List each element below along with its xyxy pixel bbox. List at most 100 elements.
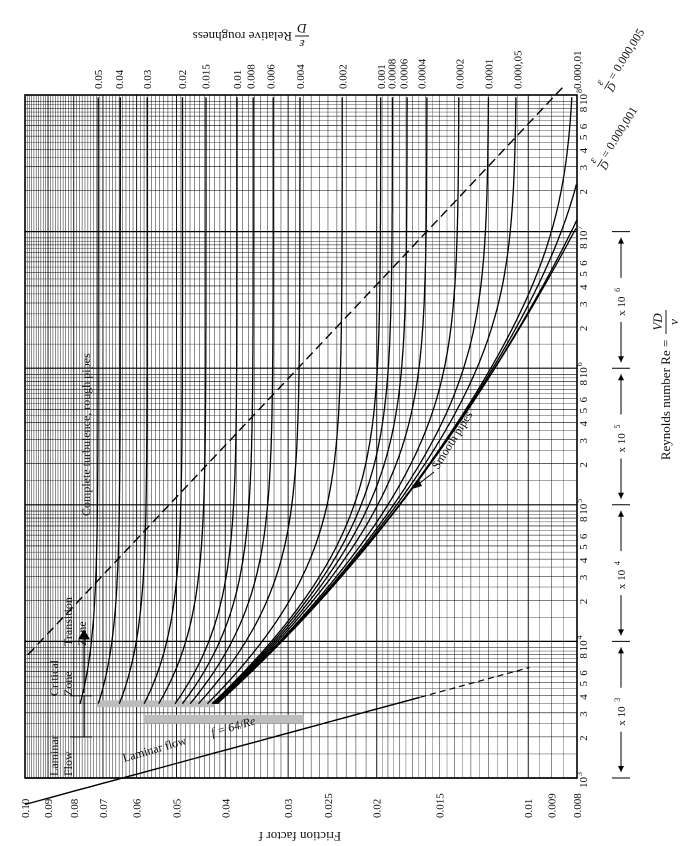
roughness-curve-0.006	[189, 97, 274, 705]
friction-tick-label: 0.09	[43, 798, 55, 818]
roughness-tick-label: 0.02	[177, 70, 189, 89]
reynolds-decade-label: 106	[575, 362, 590, 378]
reynolds-minor-label: 2	[578, 326, 590, 332]
reynolds-minor-label: 4	[578, 284, 590, 290]
multiplier-label-exp: 4	[613, 561, 622, 565]
reynolds-decade-label: 104	[575, 635, 590, 651]
smooth-label-000001: ε D = 0.000,001	[587, 104, 640, 173]
reynolds-minor-label: 6	[578, 397, 590, 403]
reynolds-minor-label: 5	[578, 407, 590, 413]
roughness-tick-label: 0.006	[266, 64, 278, 89]
boundary-lines	[24, 86, 564, 806]
roughness-epsilon: ε	[299, 37, 305, 52]
reynolds-minor-label: 2	[578, 189, 590, 195]
critical-zone-band	[96, 700, 215, 708]
roughness-curve-0.0002	[215, 97, 460, 705]
roughness-tick-label: 0.008	[246, 64, 258, 89]
friction-tick-label: 0.01	[523, 799, 535, 818]
multiplier-label: x 10 5	[613, 425, 628, 453]
smooth-label-000005-value: = 0.000,005	[605, 26, 647, 82]
roughness-D: D	[297, 21, 308, 36]
complete-turbulence-label: Complete turbulence, rough pipes	[79, 353, 93, 516]
laminar-flow-text: Laminar flow	[121, 733, 188, 765]
reynolds-decade-exp: 6	[575, 362, 584, 366]
roughness-tick-label: 0.0002	[454, 59, 466, 89]
roughness-tick-label: 0.002	[337, 64, 349, 89]
reynolds-minor-label: 2	[578, 599, 590, 605]
friction-axis-title: Friction factor f	[258, 829, 341, 844]
roughness-curve-0.015	[158, 97, 207, 705]
friction-tick-label: 0.03	[283, 798, 295, 818]
roughness-curve-0.0008	[212, 97, 394, 705]
laminar-zone-line2: Flow	[61, 751, 75, 776]
reynolds-minor-label: 3	[578, 301, 590, 307]
smooth-label-000001-D: D	[597, 159, 612, 173]
friction-tick-label: 0.10	[20, 798, 32, 818]
roughness-curve-0.000,01	[216, 97, 573, 705]
laminar-extension-dashed	[294, 666, 530, 732]
multiplier-label: x 10 6	[613, 288, 628, 316]
complete-turbulence-boundary	[27, 86, 564, 656]
roughness-curve-0.03	[118, 97, 148, 704]
friction-tick-label: 0.06	[132, 798, 144, 818]
friction-tick-label: 0.02	[372, 799, 384, 818]
roughness-tick-label: 0.004	[295, 64, 307, 89]
multiplier-label-text: x 10	[616, 569, 628, 589]
multiplier-label-text: x 10	[616, 433, 628, 453]
multiplier-arrowhead	[618, 647, 624, 654]
smooth-pipes-arrowhead	[412, 480, 422, 489]
roughness-tick-label: 0.0004	[417, 58, 429, 89]
roughness-tick-label: 0.0008	[386, 58, 398, 89]
reynolds-minor-label: 8	[578, 243, 590, 249]
multiplier-arrowhead	[618, 766, 624, 772]
reynolds-axis-label: Reynolds number Re =	[658, 340, 673, 460]
roughness-curve-0.002	[206, 97, 343, 705]
roughness-axis-title: Relative roughness ε D	[193, 21, 309, 52]
reynolds-minor-label: 8	[578, 516, 590, 522]
reynolds-nu: ν	[666, 319, 681, 325]
roughness-curve-0.0006	[213, 97, 408, 705]
reynolds-VD: VD	[650, 313, 665, 331]
roughness-curve-0.0001	[216, 97, 490, 705]
multiplier-arrowhead	[618, 374, 624, 381]
smooth-label-000005-bar	[604, 81, 610, 90]
reynolds-minor-label: 8	[578, 653, 590, 659]
reynolds-minor-label: 6	[578, 670, 590, 676]
friction-curves	[79, 97, 578, 705]
roughness-tick-label: 0.000,05	[513, 50, 525, 89]
reynolds-minor-label: 8	[578, 379, 590, 385]
reynolds-minor-label: 6	[578, 123, 590, 129]
reynolds-minor-label: 6	[578, 260, 590, 266]
reynolds-axis-title: Reynolds number Re = VD ν	[650, 310, 681, 460]
reynolds-minor-label: 5	[578, 134, 590, 140]
multiplier-label-exp: 3	[613, 698, 622, 702]
reynolds-minor-label: 8	[578, 106, 590, 112]
roughness-curve-0.001	[211, 97, 382, 705]
reynolds-minor-label: 3	[578, 711, 590, 717]
roughness-tick-label: 0.05	[93, 69, 105, 89]
roughness-tick-label: 0.001	[376, 64, 388, 89]
roughness-tick-label: 0.04	[114, 69, 126, 89]
transition-zone-line1: Transition	[61, 597, 75, 646]
transition-zone-line2: Zone	[75, 621, 89, 646]
friction-tick-label: 0.009	[546, 793, 558, 818]
reynolds-minor-label: 3	[578, 574, 590, 580]
roughness-curve-0.02	[143, 97, 184, 704]
multiplier-label: x 10 3	[613, 698, 628, 726]
roughness-tick-label: 0.0001	[483, 59, 495, 89]
reynolds-minor-label: 4	[578, 421, 590, 427]
friction-tick-label: 0.025	[323, 793, 335, 818]
smooth-curve	[216, 227, 577, 705]
reynolds-decade-label: 107	[575, 226, 590, 242]
reynolds-decade-label: 108	[575, 89, 590, 105]
reynolds-decade-base: 10	[578, 640, 590, 652]
reynolds-decade-base: 10	[578, 367, 590, 379]
plot-frame	[24, 94, 578, 779]
reynolds-minor-label: 6	[578, 533, 590, 539]
roughness-tick-label: 0.015	[200, 64, 212, 89]
smooth-label-000001-bar	[597, 159, 603, 168]
reynolds-minor-label: 2	[578, 735, 590, 741]
reynolds-minor-label: 5	[578, 271, 590, 277]
roughness-curve-0.05	[79, 97, 99, 704]
reynolds-decade-base: 10	[578, 230, 590, 242]
